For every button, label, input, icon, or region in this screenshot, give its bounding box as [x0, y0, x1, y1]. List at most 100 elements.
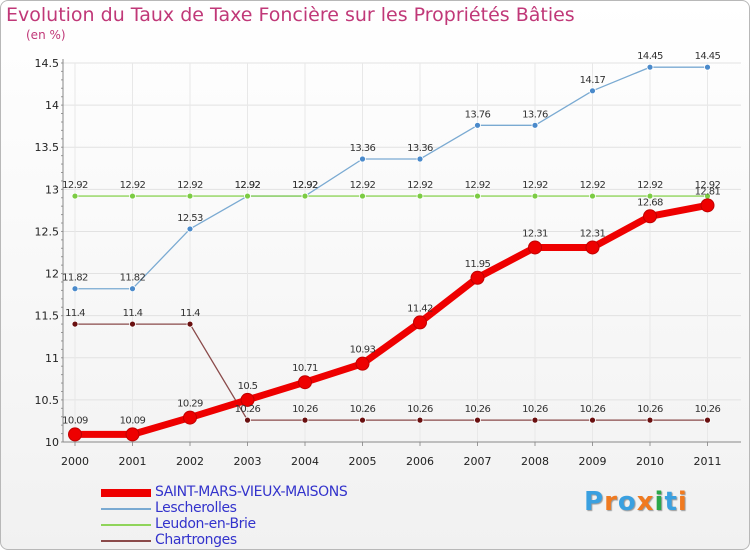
chart-grid: [63, 62, 741, 443]
logo-letter: i: [677, 487, 688, 517]
data-point-chartronges: [129, 320, 136, 328]
x-tick-label: 2009: [579, 455, 607, 468]
x-tick-label: 2004: [291, 455, 319, 468]
data-label-chartronges: 10.26: [580, 404, 606, 415]
legend-label: Chartronges: [155, 532, 237, 548]
data-label-lescherolles: 11.82: [120, 273, 146, 284]
data-label-saint-mars-vieux-maisons: 10.5: [238, 381, 258, 392]
logo-letter: r: [604, 487, 618, 517]
data-label-leudon-en-brie: 12.92: [62, 180, 88, 191]
data-label-chartronges: 10.26: [637, 404, 663, 415]
data-label-saint-mars-vieux-maisons: 10.09: [120, 415, 146, 426]
data-label-saint-mars-vieux-maisons: 12.68: [637, 197, 663, 208]
chart-axes: 10 10.5 11 11.5 12 12.5 13 13.5 14 14.5 2000 2001 20…: [35, 57, 741, 468]
data-label-leudon-en-brie: 12.92: [637, 180, 663, 191]
data-label-chartronges: 11.4: [65, 308, 85, 319]
data-point-lescherolles: [359, 155, 366, 163]
y-tick-label: 10.5: [35, 394, 60, 407]
y-tick-label: 14.5: [35, 57, 60, 70]
data-label-lescherolles: 14.17: [580, 75, 606, 86]
series-line-lescherolles: [74, 66, 709, 290]
data-label-saint-mars-vieux-maisons: 12.31: [522, 228, 548, 239]
y-tick-label: 11.5: [35, 310, 60, 323]
logo-letter: i: [654, 487, 665, 517]
data-label-leudon-en-brie: 12.92: [120, 180, 146, 191]
data-label-saint-mars-vieux-maisons: 10.71: [292, 363, 318, 374]
series-line-saint-mars-vieux-maisons: [71, 201, 711, 438]
legend-label: Lescherolles: [155, 500, 237, 516]
data-point-chartronges: [589, 416, 596, 424]
legend-label: SAINT-MARS-VIEUX-MAISONS: [155, 484, 348, 500]
data-label-chartronges: 10.26: [350, 404, 376, 415]
data-point-leudon-en-brie: [186, 192, 194, 200]
data-label-leudon-en-brie: 12.92: [580, 180, 606, 191]
legend-swatch: [101, 540, 151, 542]
data-label-saint-mars-vieux-maisons: 12.81: [695, 186, 721, 197]
legend-swatch: [101, 489, 151, 497]
data-point-chartronges: [704, 416, 711, 424]
legend-swatch: [101, 508, 151, 510]
data-point-chartronges: [71, 320, 79, 328]
data-label-chartronges: 10.26: [465, 404, 491, 415]
data-label-leudon-en-brie: 12.92: [350, 180, 376, 191]
data-point-leudon-en-brie: [646, 192, 654, 200]
data-point-lescherolles: [129, 285, 136, 293]
data-label-chartronges: 10.26: [695, 404, 721, 415]
x-tick-label: 2008: [521, 455, 549, 468]
data-point-saint-mars-vieux-maisons: [298, 375, 312, 390]
data-point-chartronges: [186, 320, 194, 328]
data-point-lescherolles: [704, 63, 711, 71]
legend-label: Leudon-en-Brie: [155, 516, 256, 532]
data-point-leudon-en-brie: [531, 192, 539, 200]
y-axis-unit-label: (en %): [26, 28, 66, 42]
data-label-chartronges: 11.4: [180, 308, 200, 319]
logo-letter: o: [617, 487, 637, 517]
series-points: [68, 63, 715, 442]
data-label-chartronges: 10.26: [292, 404, 318, 415]
series-lines: [71, 66, 711, 438]
y-tick-label: 12.5: [35, 225, 60, 238]
data-point-chartronges: [244, 416, 251, 424]
data-point-chartronges: [359, 416, 366, 424]
y-tick-label: 14: [45, 99, 59, 112]
data-label-leudon-en-brie: 12.92: [177, 180, 203, 191]
data-label-lescherolles: 12.92: [292, 180, 318, 191]
data-label-saint-mars-vieux-maisons: 12.31: [580, 228, 606, 239]
y-tick-label: 13: [45, 183, 59, 196]
y-tick-label: 13.5: [35, 141, 60, 154]
data-point-saint-mars-vieux-maisons: [528, 240, 542, 255]
data-point-chartronges: [416, 416, 424, 424]
data-label-leudon-en-brie: 12.92: [407, 180, 433, 191]
x-tick-label: 2007: [464, 455, 492, 468]
data-label-saint-mars-vieux-maisons: 11.95: [465, 259, 491, 270]
data-point-chartronges: [531, 416, 539, 424]
data-point-chartronges: [646, 416, 654, 424]
proxiti-logo: Proxiti: [584, 487, 688, 517]
logo-letter: t: [664, 487, 678, 517]
data-label-saint-mars-vieux-maisons: 10.29: [177, 399, 203, 410]
data-label-chartronges: 10.26: [407, 404, 433, 415]
data-label-lescherolles: 12.92: [235, 180, 261, 191]
data-point-saint-mars-vieux-maisons: [240, 392, 255, 407]
data-point-lescherolles: [416, 155, 424, 163]
x-tick-label: 2006: [406, 455, 434, 468]
data-point-leudon-en-brie: [301, 192, 309, 200]
data-label-saint-mars-vieux-maisons: 11.42: [407, 303, 433, 314]
data-label-saint-mars-vieux-maisons: 10.09: [62, 415, 88, 426]
data-point-leudon-en-brie: [359, 192, 366, 200]
data-point-saint-mars-vieux-maisons: [183, 410, 197, 425]
data-point-saint-mars-vieux-maisons: [470, 270, 485, 285]
data-point-chartronges: [474, 416, 481, 424]
series-line-chartronges: [74, 323, 709, 421]
chart-title: Evolution du Taux de Taxe Foncière sur l…: [6, 4, 575, 26]
data-label-chartronges: 11.4: [123, 308, 143, 319]
data-point-saint-mars-vieux-maisons: [700, 198, 715, 213]
data-label-lescherolles: 14.45: [695, 51, 721, 62]
data-label-lescherolles: 13.36: [350, 143, 376, 154]
x-tick-label: 2010: [636, 455, 664, 468]
data-point-leudon-en-brie: [71, 192, 79, 200]
data-label-lescherolles: 14.45: [637, 51, 663, 62]
logo-letter: P: [584, 487, 605, 517]
x-tick-label: 2002: [176, 455, 204, 468]
